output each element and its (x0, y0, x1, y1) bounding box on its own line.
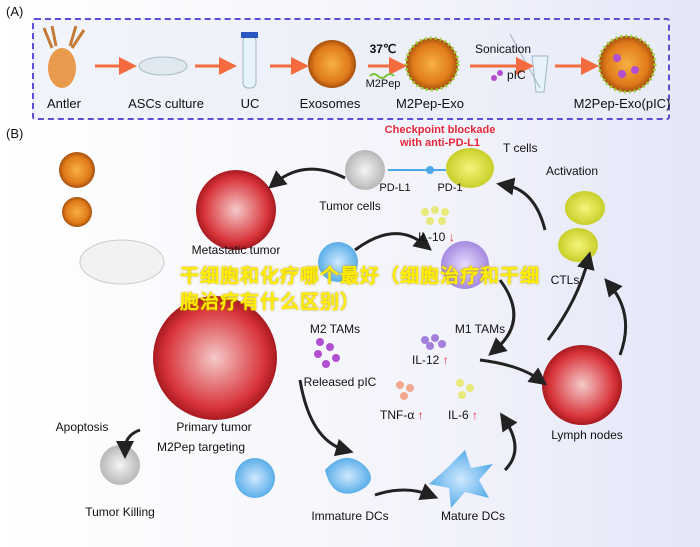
step-uc: UC (240, 96, 260, 111)
lymph-nodes-label: Lymph nodes (551, 428, 623, 442)
tumor-cells-label: Tumor cells (319, 199, 381, 213)
il10-text: IL-10 (418, 230, 446, 244)
tumor-killing-cell-icon (100, 445, 140, 485)
il6-label: IL-6 ↑ (448, 408, 478, 422)
t-cell-icon (446, 148, 494, 188)
immature-dcs-label: Immature DCs (311, 509, 389, 523)
decrease-arrow-icon: ↓ (448, 230, 455, 244)
pic-particles (491, 54, 639, 81)
step-m2pep-exo-pic: M2Pep-Exo(pIC) (573, 96, 671, 111)
antibody-icon (426, 166, 434, 174)
cytokine-particles (421, 206, 474, 399)
mouse-icon (79, 239, 165, 285)
tnf-text: TNF-α (380, 408, 415, 422)
ctls-label: CTLs (550, 273, 580, 287)
overlay-watermark-text: 干细胞和化疗哪个最好（细胞治疗和干细胞治疗有什么区别） (180, 266, 541, 313)
step-antler: Antler (47, 96, 81, 111)
il12-label: IL-12 ↑ (412, 353, 449, 367)
mature-dcs-label: Mature DCs (440, 509, 506, 523)
deer-icon (42, 25, 86, 88)
exosome-icon (62, 197, 92, 227)
increase-arrow-icon: ↑ (417, 408, 424, 422)
exosome-icon (308, 40, 356, 88)
primary-tumor-label: Primary tumor (176, 420, 252, 434)
increase-arrow-icon: ↑ (442, 353, 449, 367)
step-m2pep-exo: M2Pep-Exo (396, 96, 464, 111)
panel-b-label: (B) (6, 126, 24, 141)
centrifuge-tube-icon (241, 32, 258, 89)
pic-label: pIC (507, 68, 526, 82)
panel-a-label: (A) (6, 4, 24, 19)
step-exosomes: Exosomes (299, 96, 361, 111)
metastatic-tumor-label: Metastatic tumor (191, 243, 281, 257)
temperature-label: 37℃ (369, 42, 397, 56)
il12-particles (421, 334, 446, 350)
tnf-particles (396, 381, 414, 400)
checkpoint-label: Checkpoint blockade (384, 124, 496, 136)
released-pic-particles (314, 338, 340, 368)
m2-tam-icon (318, 242, 358, 282)
sonication-label: Sonication (474, 42, 532, 56)
m2pep-peptide-icon (369, 73, 395, 79)
ctl-icon (565, 191, 605, 225)
m2pep-exo-icon (404, 36, 460, 92)
pd-l1-label: PD-L1 (379, 182, 411, 194)
il6-text: IL-6 (448, 408, 469, 422)
il10-label: IL-10 ↓ (418, 230, 455, 244)
increase-arrow-icon: ↑ (472, 408, 479, 422)
activation-label: Activation (545, 164, 599, 178)
t-cells-label: T cells (503, 141, 538, 155)
step-ascs-culture: ASCs culture (128, 96, 204, 111)
immature-dc-icon (325, 457, 371, 494)
pd-1-label: PD-1 (437, 182, 463, 194)
tnf-label: TNF-α ↑ (380, 408, 424, 422)
checkpoint-label-2: with anti-PD-L1 (399, 137, 481, 149)
primary-tumor-icon (153, 296, 277, 420)
m2pep-label: M2Pep (365, 78, 401, 90)
culture-dish-icon (138, 56, 188, 76)
pathway-arrows (116, 167, 628, 501)
mature-dc-icon (429, 450, 493, 508)
tumor-cell-icon (345, 150, 385, 190)
m2-tams-label: M2 TAMs (309, 322, 361, 336)
exosome-icon (59, 152, 95, 188)
targeted-cell-icon (235, 458, 275, 498)
m1-tam-icon (441, 241, 489, 289)
m2pep-targeting-label: M2Pep targeting (156, 440, 246, 454)
apoptosis-label: Apoptosis (55, 420, 109, 434)
lymph-node-icon (542, 345, 622, 425)
m2pep-exo-pic-icon (597, 34, 657, 94)
released-pic-label: Released pIC (303, 375, 377, 389)
il12-text: IL-12 (412, 353, 440, 367)
ctl-icon (558, 228, 598, 262)
metastatic-tumor-icon (196, 170, 276, 250)
m1-tams-label: M1 TAMs (454, 322, 506, 336)
tumor-killing-label: Tumor Killing (85, 505, 155, 519)
